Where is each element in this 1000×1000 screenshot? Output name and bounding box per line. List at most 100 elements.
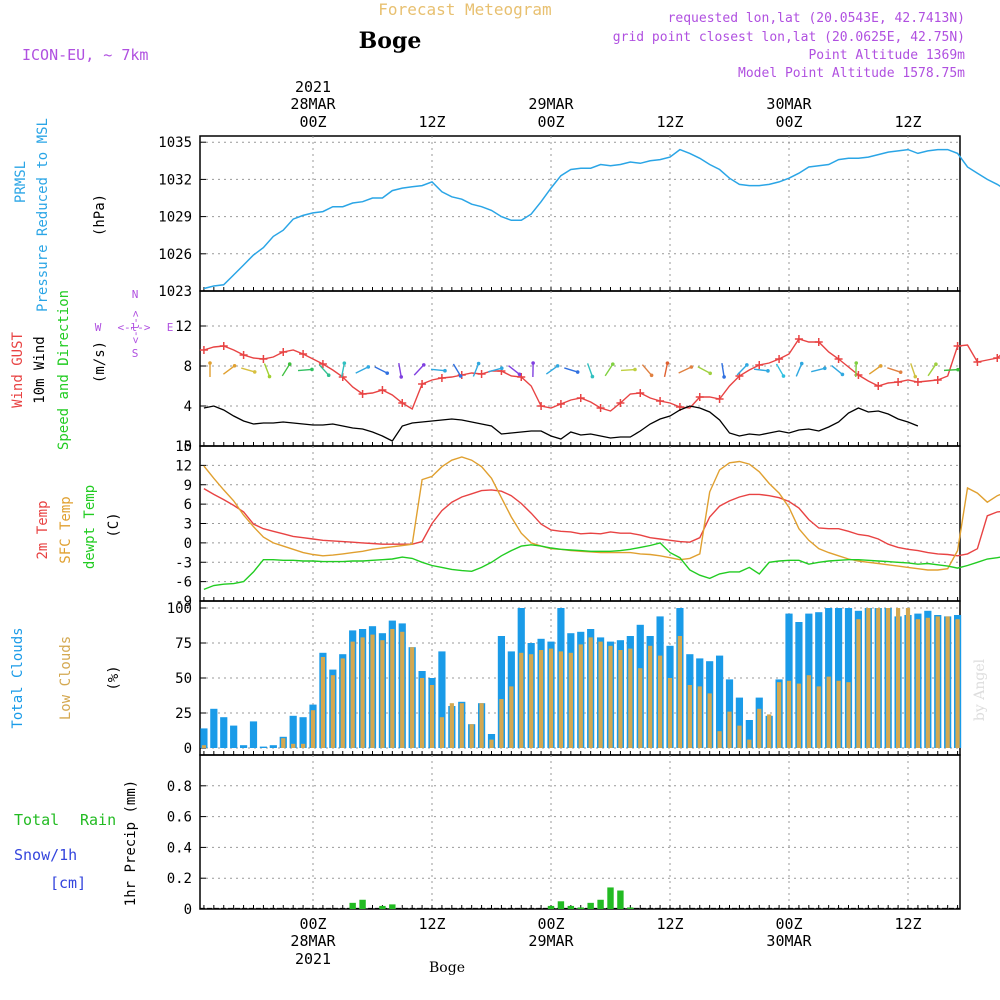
wind-arrow-head: [326, 373, 331, 378]
total-cloud-bar: [745, 720, 753, 748]
y-tick-label: 9: [184, 478, 192, 494]
compass-s: S: [132, 347, 139, 360]
bottom-hour-6: 12Z: [894, 915, 921, 933]
y-tick-label: 0.6: [167, 810, 192, 826]
wind-direction-arrow: [831, 365, 845, 377]
wind-arrow-head: [611, 362, 615, 366]
tsfc-line: [203, 456, 1000, 571]
low-cloud-bar: [291, 743, 296, 748]
wind-direction-arrow: [488, 366, 504, 373]
y-tick-label: 8: [184, 359, 192, 375]
wind-arrow-head: [689, 365, 694, 369]
wind-arrow-shaft: [413, 364, 425, 376]
wind-arrow-shaft: [831, 365, 843, 375]
top-year: 2021: [295, 78, 331, 96]
cloud-unit: (%): [106, 665, 122, 690]
y-tick-label: 4: [184, 399, 192, 415]
wind-arrow-head: [649, 373, 654, 378]
low-cloud-bar: [390, 629, 395, 748]
low-cloud-bar: [509, 686, 514, 748]
wind-arrow-head: [708, 371, 712, 376]
wind-arrow-head: [310, 367, 314, 372]
wind-arrow-shaft: [868, 365, 882, 375]
y-tick-label: 1026: [158, 247, 192, 263]
wind-arrow-head: [287, 362, 292, 366]
top-hour-3: 00Z: [537, 113, 564, 131]
pressure-label-1: PRMSL: [13, 161, 29, 203]
low-cloud-bar: [370, 634, 375, 748]
bottom-hour-2: 12Z: [418, 915, 445, 933]
low-cloud-bar: [320, 657, 326, 748]
low-cloud-bar: [548, 648, 554, 748]
wind-arrow-shaft: [241, 367, 255, 373]
wind-direction-arrow: [297, 367, 314, 372]
low-cloud-bar: [796, 683, 802, 748]
low-cloud-bar: [300, 743, 306, 748]
wind-arrow-shaft: [943, 368, 959, 372]
wind-arrow-shaft: [263, 363, 271, 377]
wind-direction-arrow: [910, 363, 918, 379]
low-cloud-bar: [469, 724, 474, 748]
total-cloud-bar: [289, 715, 297, 748]
wind-direction-arrow: [943, 367, 960, 372]
gust-marker: [219, 342, 228, 350]
wind-arrow-head: [956, 367, 960, 372]
low-cloud-bar: [350, 641, 355, 748]
wind-arrow-head: [342, 361, 347, 365]
low-cloud-bar: [915, 619, 921, 748]
footer-place: Boge: [429, 960, 465, 976]
low-cloud-bar: [657, 655, 663, 748]
y-tick-label: 0: [184, 902, 192, 918]
gust-line: [203, 338, 1000, 412]
low-cloud-bar: [935, 616, 940, 748]
total-cloud-bar: [210, 708, 218, 748]
total-cloud-bar: [438, 651, 446, 748]
rain-bar: [587, 902, 594, 909]
bottom-date-1: 28MAR: [290, 932, 336, 950]
low-cloud-bar: [578, 644, 583, 748]
wind-arrow-head: [517, 372, 522, 377]
total-cloud-bar: [834, 608, 843, 748]
gust-marker: [695, 393, 704, 401]
low-cloud-bar: [667, 678, 673, 748]
low-cloud-bar: [697, 686, 702, 748]
gust-marker: [913, 378, 922, 386]
wind-direction-arrow: [927, 362, 938, 377]
low-cloud-bar: [727, 711, 732, 748]
wind-arrow-head: [399, 375, 404, 379]
rain-bar: [359, 899, 366, 909]
tsfc-label: SFC Temp: [58, 496, 74, 563]
pressure-line: [203, 148, 1000, 290]
wind-arrow-head: [232, 363, 237, 368]
wind-direction-arrow: [355, 365, 371, 374]
wind-direction-arrow: [508, 365, 522, 377]
wind-arrow-head: [799, 361, 804, 366]
low-cloud-bar: [836, 680, 841, 748]
gust-marker: [596, 404, 605, 412]
y-tick-label: 75: [175, 636, 192, 652]
total-cloud-bar: [497, 636, 506, 748]
rain-label-2: Rain: [80, 811, 116, 829]
low-cloud-bar: [380, 640, 385, 748]
y-tick-label: -3: [175, 555, 192, 571]
wind-arrow-shaft: [604, 363, 614, 377]
t2m-label: 2m Temp: [35, 500, 51, 559]
low-cloud-bar: [717, 731, 722, 748]
y-tick-label: 0.4: [167, 840, 192, 856]
low-cloud-bar: [826, 676, 831, 748]
low-cloud-bar: [439, 717, 445, 748]
wind-arrow-shaft: [795, 363, 803, 377]
low-cloud-bar: [707, 693, 712, 748]
wind-arrow-shaft: [340, 362, 346, 378]
wind-arrow-shaft: [721, 362, 725, 378]
wind-arrow-head: [781, 374, 786, 378]
top-date-3: 30MAR: [766, 95, 812, 113]
wind-direction-arrow: [811, 366, 827, 373]
y-tick-label: 6: [184, 497, 192, 513]
wind-arrow-shaft: [887, 367, 901, 373]
total-cloud-bar: [230, 725, 238, 748]
watermark: by Angel: [972, 658, 988, 721]
gust-marker: [894, 378, 903, 386]
snow-label: Snow/1h: [14, 846, 77, 864]
